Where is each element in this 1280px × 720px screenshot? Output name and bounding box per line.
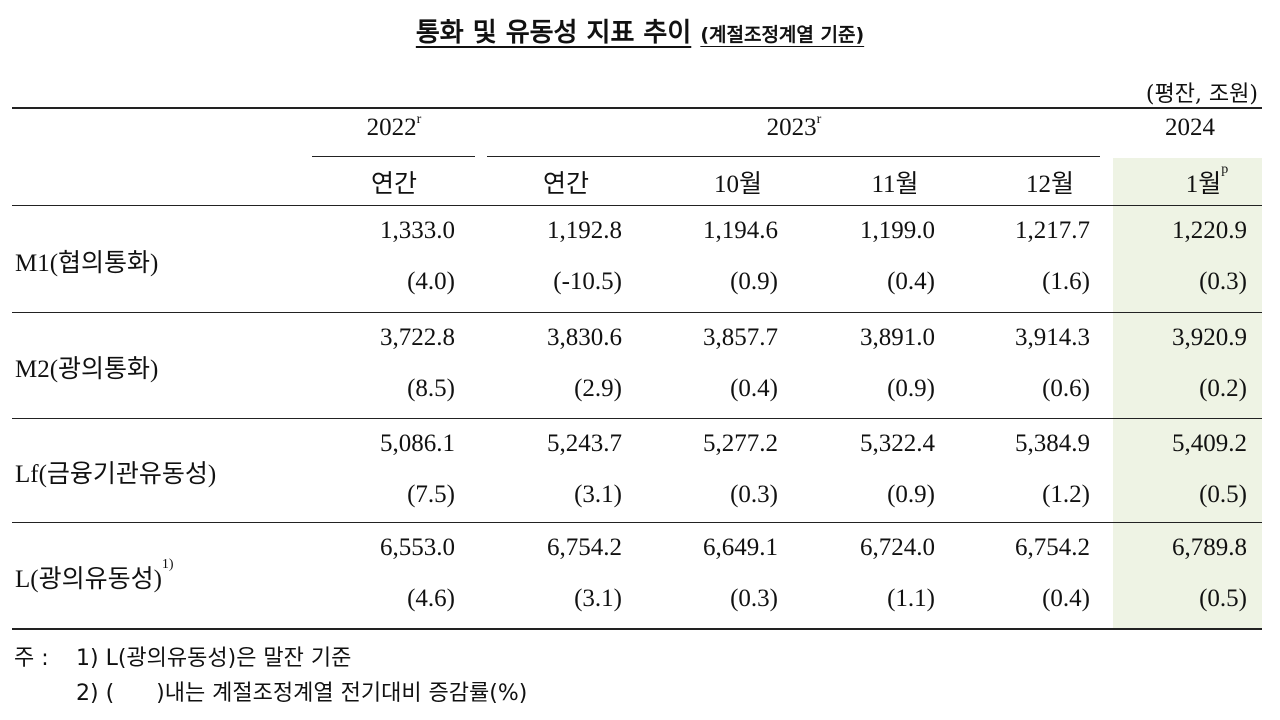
- label: 11월: [871, 171, 919, 198]
- value: 6,553.0: [380, 534, 455, 561]
- value: 3,920.9: [1172, 324, 1247, 351]
- change: (0.6): [1042, 375, 1090, 402]
- year-header: 2023r: [694, 112, 894, 142]
- note: 1) L(광의유동성)은 말잔 기준: [76, 646, 352, 671]
- row-border: [12, 418, 1262, 419]
- change: (8.5): [407, 375, 455, 402]
- row-border: [12, 312, 1262, 313]
- value: 5,322.4: [860, 430, 935, 457]
- change: (1.2): [1042, 481, 1090, 508]
- value: 3,914.3: [1015, 324, 1090, 351]
- label: 2023: [766, 114, 817, 141]
- column-header: 연간: [314, 164, 474, 200]
- row-label: L(광의유동성)1): [15, 557, 174, 595]
- label: 2024: [1165, 114, 1215, 141]
- change: (0.3): [730, 481, 778, 508]
- change: (7.5): [407, 481, 455, 508]
- value: 6,724.0: [860, 534, 935, 561]
- value: 5,277.2: [703, 430, 778, 457]
- superscript: r: [816, 112, 822, 127]
- value: 1,194.6: [703, 217, 778, 244]
- unit: (평잔, 조원): [1145, 82, 1258, 107]
- change: (0.9): [887, 375, 935, 402]
- label: 연간: [370, 171, 417, 198]
- value: 1,199.0: [860, 217, 935, 244]
- change: (0.9): [730, 268, 778, 295]
- superscript: r: [416, 112, 422, 127]
- value: 6,789.8: [1172, 534, 1247, 561]
- column-header: 1월p: [1127, 162, 1280, 200]
- column-header: 12월: [970, 164, 1130, 200]
- change: (0.4): [1042, 585, 1090, 612]
- value: 6,754.2: [547, 534, 622, 561]
- change: (3.1): [574, 481, 622, 508]
- year-rule: [312, 156, 475, 157]
- change: (1.6): [1042, 268, 1090, 295]
- value: 3,722.8: [380, 324, 455, 351]
- change: (0.5): [1199, 481, 1247, 508]
- label: Lf(금융기관유동성): [15, 461, 217, 488]
- label: 2022: [366, 114, 417, 141]
- value: 1,217.7: [1015, 217, 1090, 244]
- change: (0.5): [1199, 585, 1247, 612]
- row-label: Lf(금융기관유동성): [15, 454, 216, 490]
- change: (4.6): [407, 585, 455, 612]
- value: 3,891.0: [860, 324, 935, 351]
- value: 3,857.7: [703, 324, 778, 351]
- change: (-10.5): [553, 268, 622, 295]
- value: 5,086.1: [380, 430, 455, 457]
- label: 1월: [1185, 171, 1222, 198]
- year-header: 2022r: [294, 112, 494, 142]
- change: (4.0): [407, 268, 455, 295]
- change: (0.3): [1199, 268, 1247, 295]
- label: 12월: [1025, 171, 1074, 198]
- value: 6,754.2: [1015, 534, 1090, 561]
- row-label: M2(광의통화): [15, 349, 158, 385]
- change: (0.4): [887, 268, 935, 295]
- change: (3.1): [574, 585, 622, 612]
- label: L(광의유동성): [15, 566, 162, 593]
- header-border: [12, 205, 1262, 206]
- year-header: 2024: [1090, 114, 1280, 142]
- value: 3,830.6: [547, 324, 622, 351]
- subtitle: (계절조정계열 기준): [700, 24, 865, 46]
- value: 5,409.2: [1172, 430, 1247, 457]
- value: 5,243.7: [547, 430, 622, 457]
- value: 1,220.9: [1172, 217, 1247, 244]
- column-header: 연간: [486, 164, 646, 200]
- column-header: 10월: [658, 164, 818, 200]
- change: (0.9): [887, 481, 935, 508]
- note: 2) ( )내는 계절조정계열 전기대비 증감률(%): [76, 681, 528, 706]
- top-border: [12, 107, 1262, 109]
- label: 연간: [542, 171, 589, 198]
- value: 1,192.8: [547, 217, 622, 244]
- note-marker: 주 :: [14, 646, 49, 671]
- row-border: [12, 628, 1262, 630]
- row-border: [12, 522, 1262, 523]
- value: 5,384.9: [1015, 430, 1090, 457]
- row-label: M1(협의통화): [15, 243, 158, 279]
- title: 통화 및 유동성 지표 추이: [415, 18, 692, 48]
- superscript: p: [1221, 162, 1229, 177]
- value: 6,649.1: [703, 534, 778, 561]
- superscript: 1): [161, 557, 174, 572]
- change: (1.1): [887, 585, 935, 612]
- year-rule: [487, 156, 1100, 157]
- change: (0.3): [730, 585, 778, 612]
- highlight-column: [1113, 158, 1262, 628]
- label: 10월: [713, 171, 762, 198]
- change: (0.4): [730, 375, 778, 402]
- label: M2(광의통화): [15, 356, 159, 383]
- change: (2.9): [574, 375, 622, 402]
- column-header: 11월: [815, 164, 975, 200]
- value: 1,333.0: [380, 217, 455, 244]
- title-block: 통화 및 유동성 지표 추이 (계절조정계열 기준): [0, 12, 1280, 49]
- label: M1(협의통화): [15, 249, 159, 277]
- change: (0.2): [1199, 375, 1247, 402]
